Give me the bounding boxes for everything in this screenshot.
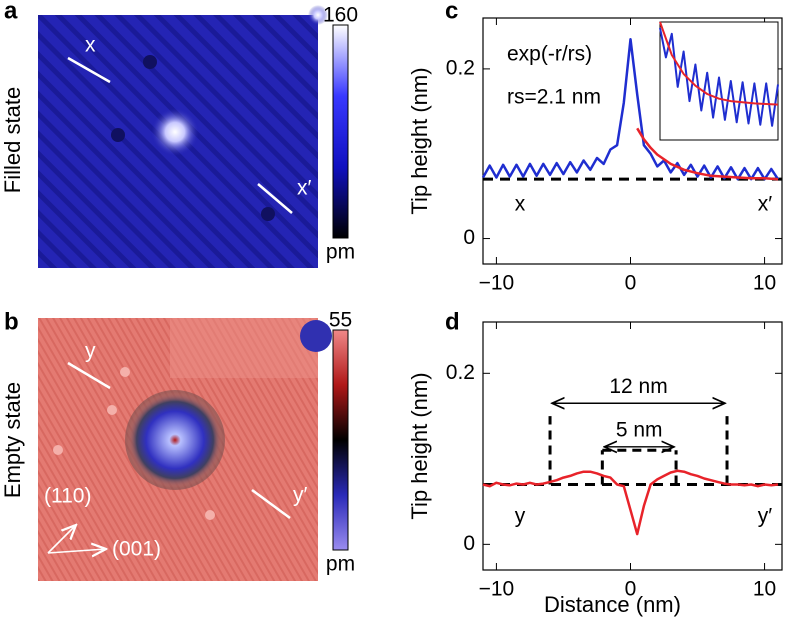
end-label: x	[515, 193, 526, 216]
defect	[205, 510, 215, 520]
y-tick-label: 0.2	[446, 361, 475, 384]
direction-label: (001)	[112, 538, 161, 561]
x-axis-label: Distance (nm)	[544, 592, 681, 617]
terrace	[170, 318, 318, 378]
data-line	[482, 469, 779, 536]
annotation: exp(-r/rs)	[507, 43, 592, 66]
direction-label: (110)	[44, 485, 91, 508]
bright-spot	[151, 108, 199, 156]
x-tick-label: 10	[753, 272, 776, 295]
colorbar-unit: pm	[326, 553, 355, 576]
panel-label: a	[4, 0, 18, 24]
plot-frame	[482, 17, 783, 265]
colorbar-tick-label: 160	[323, 4, 358, 27]
plot-frame	[482, 321, 783, 571]
side-label: Filled state	[0, 87, 25, 193]
x-tick-label: 0	[625, 272, 637, 295]
profile-line	[251, 488, 291, 520]
y-axis-label: Tip height (nm)	[407, 67, 432, 214]
panel-label: c	[445, 0, 458, 24]
profile-line	[67, 56, 111, 84]
corner-spot	[308, 5, 328, 25]
defect	[143, 55, 157, 69]
x-tick-label: −10	[479, 578, 515, 601]
x-tick-label: 0	[625, 578, 637, 601]
x-tick-label: 10	[753, 578, 776, 601]
colorbar	[332, 24, 349, 239]
bracket-label: 12 nm	[609, 375, 667, 398]
panel-label: b	[4, 308, 19, 335]
profile-label: x′	[297, 177, 312, 200]
annotation: rs=2.1 nm	[507, 86, 601, 109]
data-line	[659, 21, 779, 106]
end-label: x′	[758, 193, 773, 216]
defect	[111, 128, 125, 142]
y-tick-label: 0	[463, 532, 475, 555]
profile-line	[257, 183, 293, 214]
end-label: y′	[758, 505, 773, 528]
corner-spot	[300, 320, 332, 352]
profile-label: y	[85, 340, 96, 363]
colorbar-unit: pm	[326, 241, 355, 264]
y-axis-label: Tip height (nm)	[407, 372, 432, 519]
profile-label: x	[85, 34, 96, 57]
direction-arrow	[47, 549, 106, 553]
profile-label: y′	[293, 484, 308, 507]
blue-spot	[127, 392, 223, 488]
side-label: Empty state	[0, 382, 25, 498]
data-line	[481, 37, 780, 181]
defect	[261, 207, 275, 221]
data-line	[636, 127, 779, 181]
panel-label: d	[445, 308, 460, 335]
x-tick-label: −10	[479, 272, 515, 295]
y-tick-label: 0.2	[446, 56, 475, 79]
y-tick-label: 0	[463, 226, 475, 249]
data-line	[659, 27, 779, 127]
direction-arrow	[47, 525, 76, 554]
colorbar	[332, 329, 349, 551]
defect	[107, 405, 117, 415]
defect	[120, 367, 130, 377]
defect	[53, 445, 63, 455]
colorbar-tick-label: 55	[329, 309, 352, 332]
bracket-label: 5 nm	[616, 418, 663, 441]
profile-line	[67, 361, 111, 390]
end-label: y	[515, 505, 526, 528]
